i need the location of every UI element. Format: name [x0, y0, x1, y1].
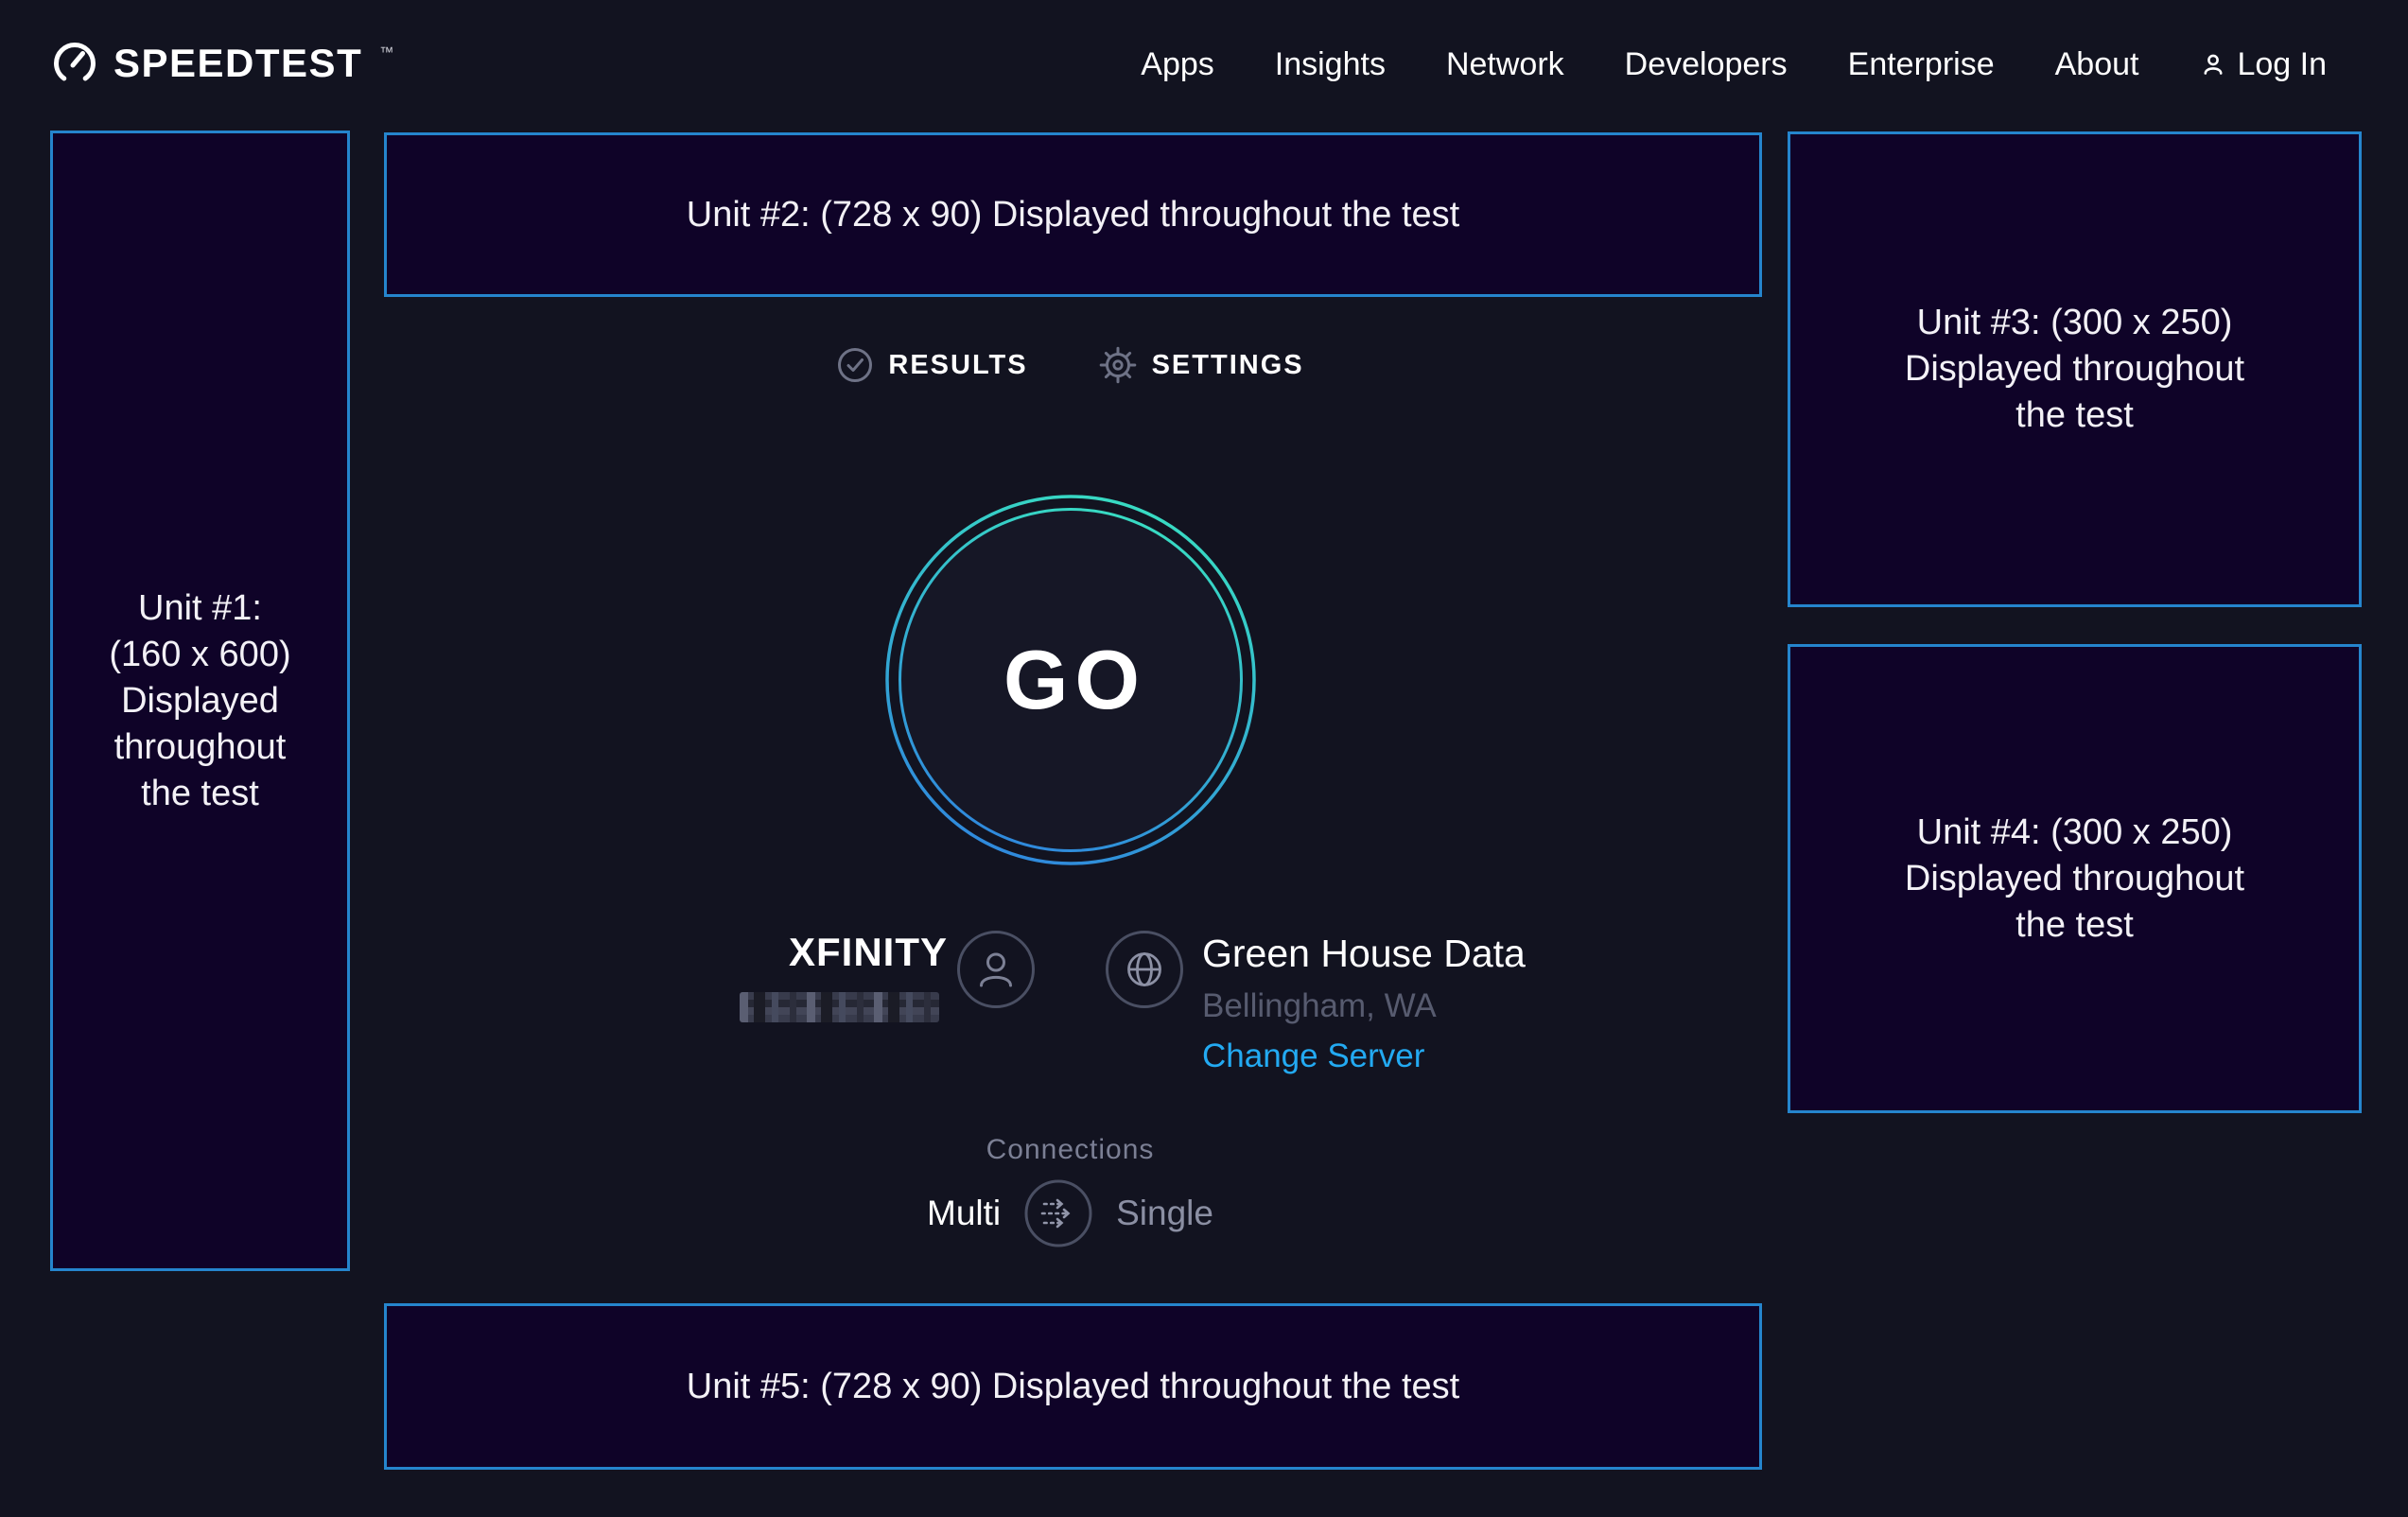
login-button[interactable]: Log In [2199, 46, 2327, 83]
check-circle-icon [838, 348, 873, 382]
logo-text: SPEEDTEST [113, 41, 363, 85]
main-nav: Apps Insights Network Developers Enterpr… [1141, 0, 2327, 129]
server-globe-icon [1106, 931, 1183, 1008]
trademark-mark: ™ [379, 44, 394, 61]
tab-bar: RESULTS SETT [384, 339, 1756, 392]
nav-item-about[interactable]: About [2054, 45, 2139, 82]
nav-item-enterprise[interactable]: Enterprise [1847, 45, 1995, 82]
ad-unit-5-text: Unit #5: (728 x 90) Displayed throughout… [686, 1366, 1460, 1406]
tab-settings[interactable]: SETTINGS [1098, 345, 1304, 385]
ad-unit-2-text: Unit #2: (728 x 90) Displayed throughout… [686, 194, 1460, 235]
connections-multi-option[interactable]: Multi [927, 1194, 1002, 1232]
connection-mode-toggle[interactable] [1023, 1178, 1093, 1248]
isp-details-redacted-text [740, 992, 939, 1022]
tab-results[interactable]: RESULTS [836, 346, 1027, 384]
server-location: Bellingham, WA [1202, 987, 1437, 1024]
connections-row: Multi Single [384, 1178, 1756, 1248]
ad-unit-1-skyscraper[interactable]: Unit #1: (160 x 600) Displayed throughou… [50, 131, 350, 1271]
nav-item-insights[interactable]: Insights [1274, 45, 1386, 82]
ad-unit-4-rectangle[interactable]: Unit #4: (300 x 250) Displayed throughou… [1788, 644, 2362, 1113]
ad-unit-2-leaderboard[interactable]: Unit #2: (728 x 90) Displayed throughout… [384, 132, 1762, 297]
logo[interactable]: SPEEDTEST ™ [51, 40, 393, 87]
go-button[interactable]: GO [884, 494, 1257, 866]
change-server-link[interactable]: Change Server [1202, 1037, 1425, 1074]
user-icon [2204, 54, 2223, 75]
tab-results-label: RESULTS [888, 349, 1028, 380]
ad-unit-3-text: Unit #3: (300 x 250) Displayed throughou… [1904, 303, 2245, 435]
tab-settings-label: SETTINGS [1151, 349, 1304, 380]
nav-item-apps[interactable]: Apps [1141, 45, 1214, 82]
speedometer-logo-icon [54, 43, 96, 84]
isp-name: XFINITY [788, 930, 948, 974]
server-name: Green House Data [1202, 932, 1526, 975]
isp-user-icon [957, 931, 1035, 1008]
multi-arrows-icon [1040, 1198, 1071, 1229]
ad-unit-4-text: Unit #4: (300 x 250) Displayed throughou… [1904, 811, 2245, 945]
nav-item-network[interactable]: Network [1445, 45, 1564, 82]
ad-unit-1-text: Unit #1: (160 x 600) Displayed throughou… [109, 587, 291, 813]
gear-icon [1099, 346, 1136, 384]
go-button-rings [885, 495, 1256, 865]
connections-label: Connections [986, 1134, 1155, 1165]
go-button-label: GO [1003, 633, 1146, 726]
ad-unit-5-leaderboard[interactable]: Unit #5: (728 x 90) Displayed throughout… [384, 1303, 1762, 1470]
ad-unit-3-rectangle[interactable]: Unit #3: (300 x 250) Displayed throughou… [1788, 131, 2362, 607]
nav-item-developers[interactable]: Developers [1624, 45, 1788, 82]
connections-single-option[interactable]: Single [1116, 1194, 1213, 1232]
login-label: Log In [2237, 45, 2327, 82]
